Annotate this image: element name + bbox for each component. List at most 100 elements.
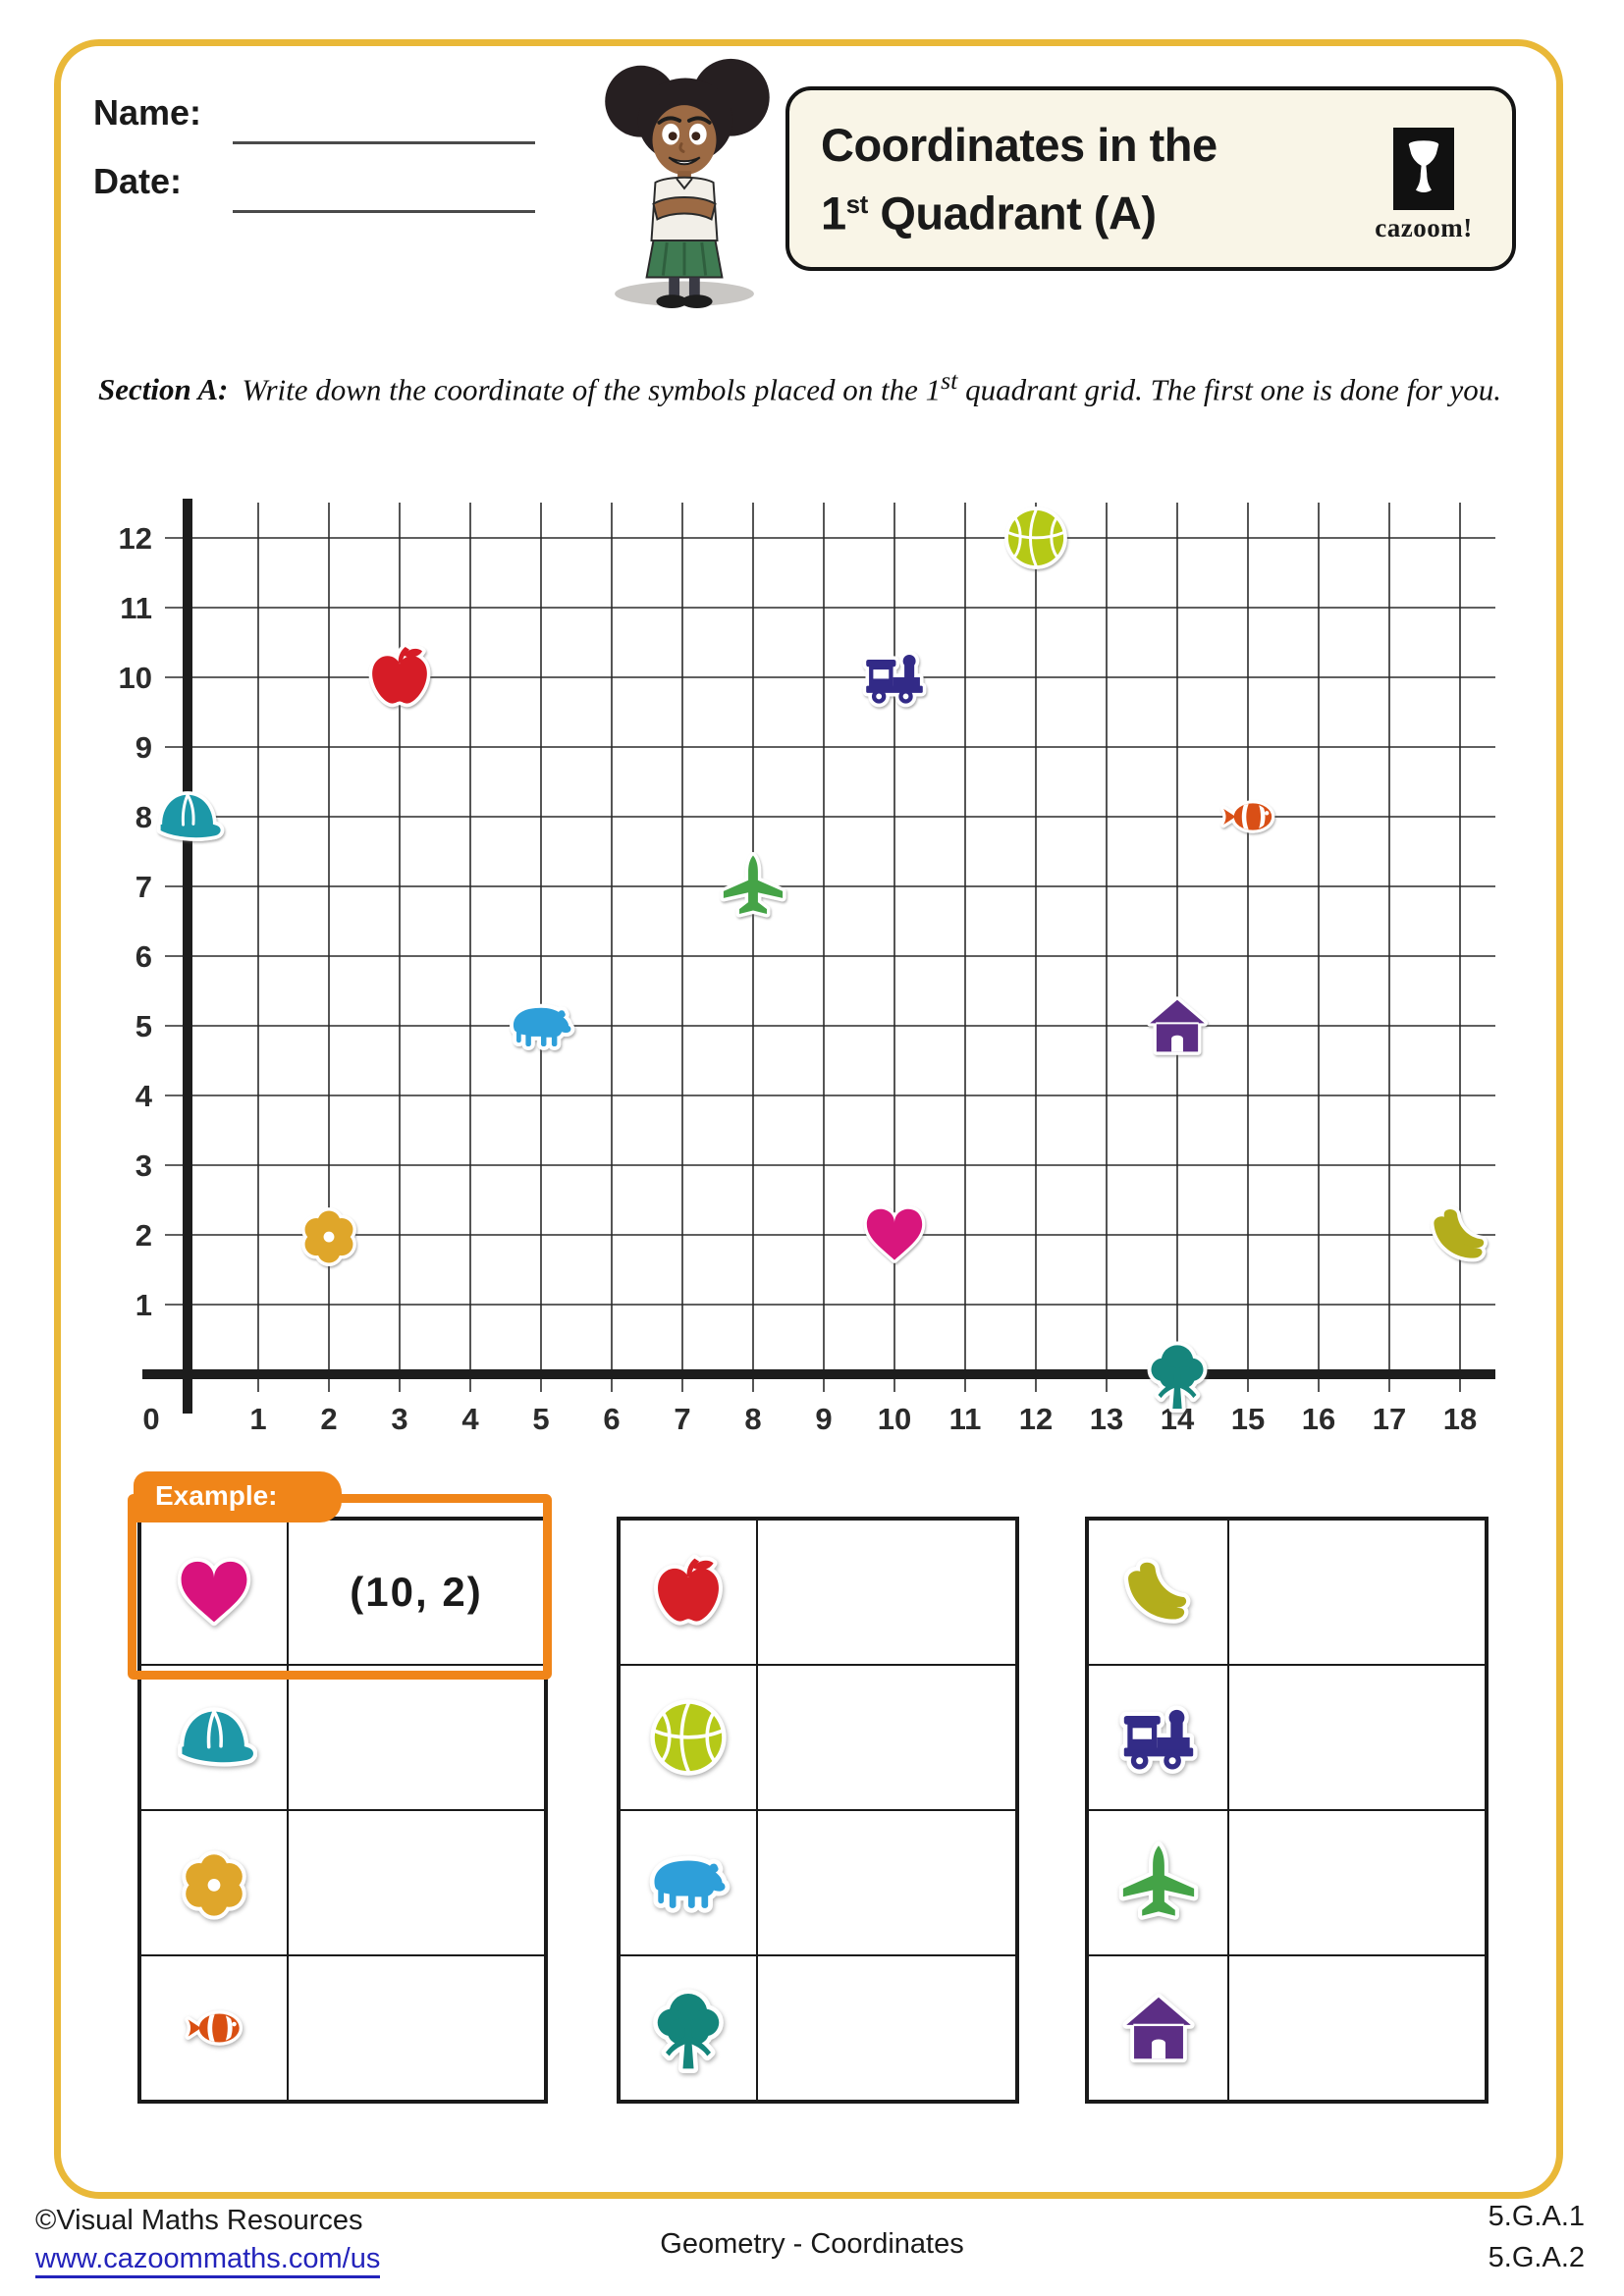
website-link[interactable]: www.cazoommaths.com/us (35, 2243, 381, 2278)
date-label: Date: (93, 161, 183, 201)
y-axis-tick-label: 10 (119, 661, 152, 695)
basketball-icon (650, 1699, 727, 1776)
basketball-icon (1004, 507, 1067, 569)
origin-label: 0 (142, 1402, 159, 1436)
banana-icon (1123, 1558, 1190, 1624)
cazoom-logo: cazoom! (1365, 128, 1483, 243)
bear-icon (510, 1003, 575, 1050)
x-axis-tick-label: 1 (249, 1402, 266, 1436)
tree-icon (1147, 1341, 1208, 1413)
x-axis-tick-label: 5 (532, 1402, 549, 1436)
x-axis-tick-label: 18 (1443, 1402, 1477, 1436)
y-axis-tick-label: 6 (135, 939, 152, 974)
bear-symbol-cell (620, 1810, 757, 1955)
house-icon (1146, 996, 1209, 1055)
y-axis-tick-label: 11 (120, 591, 152, 625)
answer-cell (288, 1955, 545, 2101)
cap-icon (156, 791, 225, 841)
banana-symbol-cell (1088, 1520, 1228, 1665)
bear-icon (649, 1855, 731, 1913)
x-axis-tick-label: 7 (674, 1402, 690, 1436)
x-axis-tick-label: 8 (744, 1402, 761, 1436)
answer-cell (1228, 1665, 1486, 1810)
tree-symbol-cell (620, 1955, 757, 2101)
x-axis-tick-label: 11 (949, 1402, 982, 1436)
house-icon (1121, 1993, 1195, 2063)
plane-icon (720, 852, 786, 918)
standard-code-2: 5.G.A.2 (1488, 2242, 1585, 2273)
answer-cell (1228, 1810, 1486, 1955)
x-axis-tick-label: 6 (603, 1402, 620, 1436)
flower-icon (182, 1850, 246, 1920)
y-axis-tick-label: 4 (135, 1079, 153, 1113)
train-icon (862, 651, 927, 708)
house-symbol-cell (1088, 1955, 1228, 2101)
apple-icon (368, 643, 431, 708)
mascot-girl-illustration (605, 58, 770, 309)
x-axis-tick-label: 15 (1231, 1402, 1265, 1436)
answer-table-3 (1085, 1517, 1489, 2104)
fish-icon (1220, 800, 1275, 833)
x-axis-tick-label: 10 (878, 1402, 911, 1436)
section-instruction: Section A: Write down the coordinate of t… (98, 366, 1502, 407)
heart-icon (177, 1558, 251, 1627)
x-axis-tick-label: 9 (815, 1402, 832, 1436)
fish-symbol-cell (140, 1955, 288, 2101)
coordinate-grid: 0 1 2 3 4 5 6 7 8 9 10 11 12 13 14 15 16 17 18123456789101… (119, 499, 1495, 1436)
y-axis-tick-label: 5 (135, 1009, 152, 1043)
y-axis-tick-label: 3 (135, 1148, 152, 1183)
x-axis-tick-label: 16 (1302, 1402, 1335, 1436)
x-axis-tick-label: 17 (1373, 1402, 1406, 1436)
answer-cell (757, 1520, 1016, 1665)
y-axis-tick-label: 8 (135, 800, 152, 834)
section-label: Section A: (98, 372, 229, 407)
heart-icon (863, 1205, 926, 1263)
date-write-line (233, 210, 535, 213)
title-box: Coordinates in the 1st Quadrant (A) cazo… (785, 86, 1516, 271)
fish-icon (185, 2010, 244, 2046)
answer-cell: (10, 2) (288, 1520, 545, 1665)
plane-icon (1118, 1842, 1198, 1920)
x-axis-tick-label: 12 (1019, 1402, 1053, 1436)
answer-cell (288, 1810, 545, 1955)
answer-cell (288, 1665, 545, 1810)
example-tab: Example: (134, 1471, 342, 1522)
example-answer-text: (10, 2) (350, 1569, 483, 1615)
flower-symbol-cell (140, 1810, 288, 1955)
x-axis-tick-label: 2 (320, 1402, 337, 1436)
x-axis-tick-label: 3 (391, 1402, 407, 1436)
train-icon (1118, 1705, 1198, 1774)
flower-icon (301, 1207, 356, 1266)
y-axis-tick-label: 9 (135, 730, 152, 765)
answer-cell (757, 1665, 1016, 1810)
name-label: Name: (93, 92, 202, 133)
answer-table-2 (617, 1517, 1019, 2104)
y-axis-tick-label: 1 (135, 1288, 152, 1322)
name-write-line (233, 141, 535, 144)
answer-table-1: (10, 2) (137, 1517, 548, 2104)
x-axis-tick-label: 13 (1090, 1402, 1123, 1436)
cap-symbol-cell (140, 1665, 288, 1810)
cap-icon (178, 1707, 257, 1767)
y-axis-tick-label: 7 (135, 870, 152, 904)
footer-topic: Geometry - Coordinates (660, 2228, 964, 2260)
basketball-symbol-cell (620, 1665, 757, 1810)
standard-code-1: 5.G.A.1 (1488, 2201, 1585, 2232)
heart-symbol-cell (140, 1520, 288, 1665)
page-title: Coordinates in the 1st Quadrant (A) (821, 119, 1218, 240)
y-axis-tick-label: 2 (135, 1218, 152, 1253)
cazoom-drum-icon (1393, 128, 1454, 210)
answer-cell (1228, 1520, 1486, 1665)
tree-icon (653, 1989, 724, 2073)
apple-icon (654, 1554, 723, 1626)
banana-icon (1430, 1205, 1488, 1262)
y-axis-tick-label: 12 (119, 521, 152, 556)
x-axis-tick-label: 4 (461, 1402, 479, 1436)
answer-cell (1228, 1955, 1486, 2101)
cazoom-wordmark: cazoom! (1375, 213, 1473, 242)
answer-cell (757, 1955, 1016, 2101)
apple-symbol-cell (620, 1520, 757, 1665)
page-border-frame (54, 39, 1563, 2199)
train-symbol-cell (1088, 1665, 1228, 1810)
